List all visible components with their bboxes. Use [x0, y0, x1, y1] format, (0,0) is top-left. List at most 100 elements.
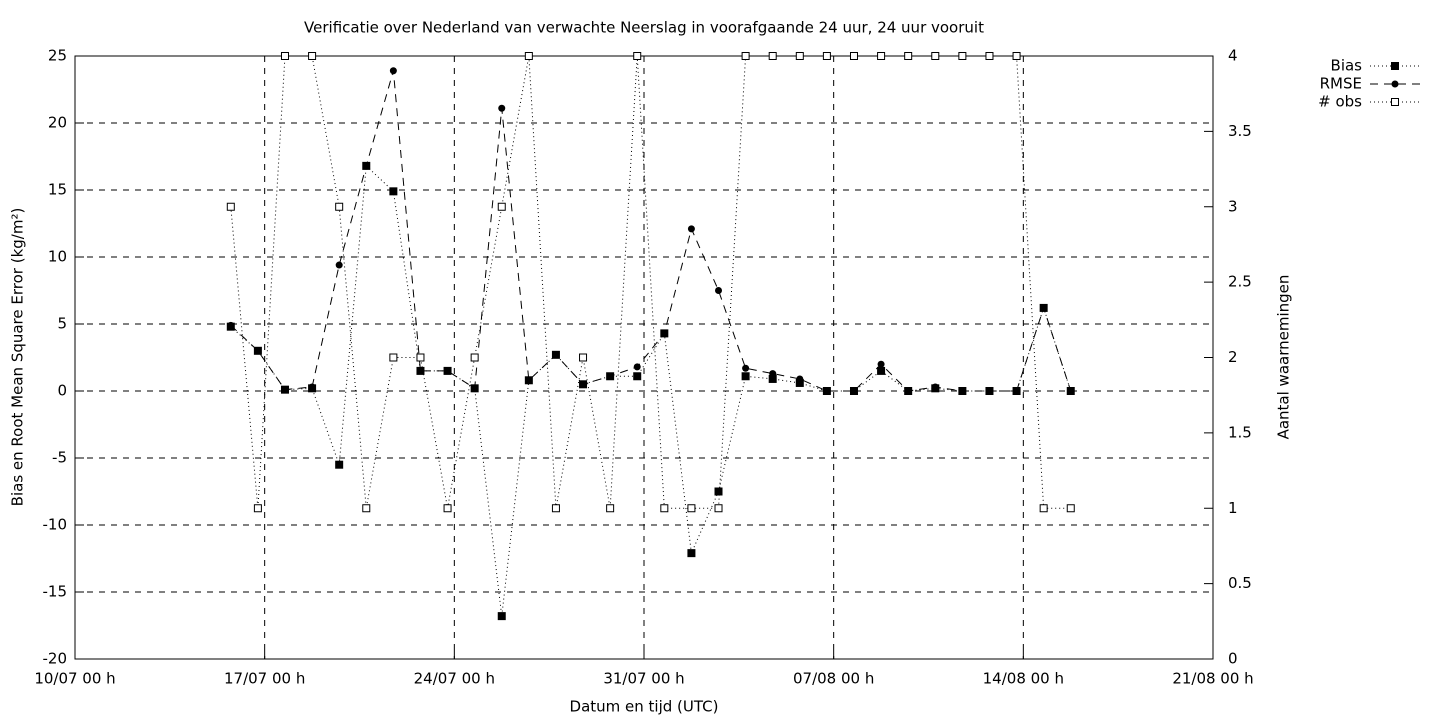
y-tick-label: -15	[43, 583, 68, 601]
point	[606, 504, 615, 513]
x-tick-label: 07/08 00 h	[793, 670, 874, 688]
point	[579, 380, 587, 388]
legend-label: Bias	[1331, 57, 1363, 75]
point	[444, 367, 452, 375]
y-tick-label: -20	[43, 650, 68, 668]
point	[443, 504, 452, 513]
legend-marker	[1391, 98, 1399, 106]
point	[687, 549, 696, 558]
point	[985, 387, 993, 395]
point	[769, 370, 777, 378]
y2-tick-label: 1	[1228, 499, 1238, 517]
point	[362, 162, 370, 170]
point	[795, 52, 804, 60]
y-tick-label: -5	[52, 449, 67, 467]
point	[281, 386, 289, 394]
point	[660, 329, 668, 337]
point	[1013, 387, 1021, 395]
y-tick-label: 20	[48, 114, 67, 132]
point	[389, 353, 398, 362]
point	[741, 372, 750, 381]
point	[1067, 387, 1075, 395]
point	[904, 387, 912, 395]
point	[633, 52, 642, 60]
point	[714, 504, 723, 513]
point	[660, 504, 669, 513]
x-tick-label: 17/07 00 h	[224, 670, 305, 688]
point	[633, 372, 642, 381]
point	[822, 52, 831, 60]
point	[850, 387, 858, 395]
point	[335, 460, 344, 469]
y2-tick-label: 4	[1228, 47, 1238, 65]
y2-axis-label: Aantal waarnemingen	[1275, 275, 1293, 440]
legend-label: RMSE	[1320, 75, 1362, 93]
point	[687, 225, 695, 233]
point	[1040, 304, 1048, 312]
x-tick-label: 14/08 00 h	[983, 670, 1064, 688]
point	[877, 52, 886, 60]
point	[362, 504, 371, 513]
point	[958, 52, 967, 60]
y2-tick-label: 1.5	[1228, 423, 1252, 441]
point	[552, 351, 560, 359]
point	[253, 504, 262, 513]
point	[715, 287, 723, 294]
x-axis-label: Datum en tijd (UTC)	[570, 698, 719, 716]
point	[335, 261, 343, 269]
point	[524, 52, 533, 60]
y-tick-label: 25	[48, 47, 67, 65]
point	[551, 504, 560, 513]
point	[389, 187, 398, 196]
point	[470, 353, 479, 362]
plot-frame	[74, 55, 1214, 660]
point	[1066, 504, 1075, 513]
series-line	[230, 55, 1071, 509]
legend-marker	[1391, 80, 1399, 88]
point	[579, 353, 588, 362]
point	[796, 375, 804, 383]
point	[823, 387, 831, 395]
point	[931, 383, 939, 391]
y-tick-label: 15	[48, 181, 67, 199]
point	[877, 360, 885, 368]
x-tick-label: 31/07 00 h	[603, 670, 684, 688]
point	[958, 387, 966, 395]
point	[633, 363, 641, 371]
point	[497, 612, 506, 621]
x-tick-label: 21/08 00 h	[1172, 670, 1253, 688]
point	[416, 353, 425, 362]
point	[471, 384, 479, 392]
point	[254, 347, 262, 355]
point	[606, 372, 614, 380]
y2-tick-label: 2	[1228, 348, 1238, 366]
point	[985, 52, 994, 60]
point	[768, 52, 777, 60]
point	[335, 202, 344, 211]
point	[389, 67, 397, 75]
y2-tick-label: 3.5	[1228, 122, 1252, 140]
chart-title: Verificatie over Nederland van verwachte…	[304, 19, 984, 37]
point	[227, 321, 235, 329]
point	[687, 504, 696, 513]
point	[714, 487, 723, 496]
y-axis-label: Bias en Root Mean Square Error (kg/m²)	[9, 208, 27, 507]
point	[931, 52, 940, 60]
point	[308, 383, 316, 391]
point	[1012, 52, 1021, 60]
point	[877, 366, 886, 375]
x-tick-label: 24/07 00 h	[414, 670, 495, 688]
legend-label: # obs	[1318, 93, 1362, 111]
point	[497, 202, 506, 211]
point	[525, 376, 533, 384]
point	[741, 52, 750, 60]
legend-marker	[1391, 62, 1399, 70]
point	[849, 52, 858, 60]
series-line	[230, 70, 1072, 392]
y-tick-label: 5	[57, 315, 67, 333]
y2-tick-label: 2.5	[1228, 273, 1252, 291]
point	[1039, 504, 1048, 513]
